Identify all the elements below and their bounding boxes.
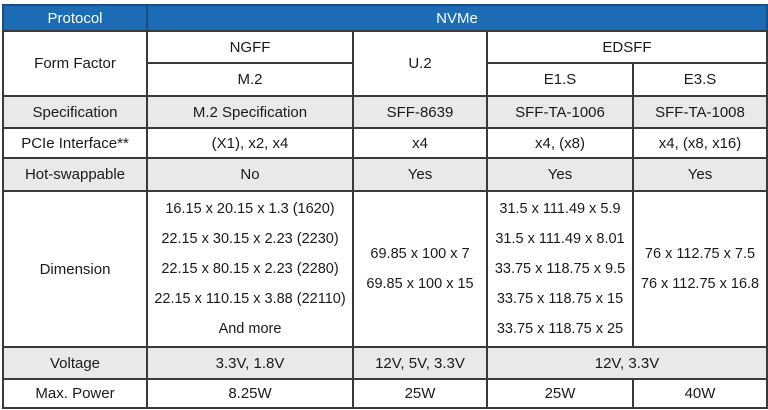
dimension-line: 76 x 112.75 x 16.8 bbox=[640, 276, 760, 292]
specification-m2: M.2 Specification bbox=[146, 95, 354, 129]
hot-swappable-m2: No bbox=[146, 157, 354, 192]
pcie-e3s: x4, (x8, x16) bbox=[632, 127, 768, 159]
specification-e1s: SFF-TA-1006 bbox=[486, 95, 634, 129]
row-header-voltage: Voltage bbox=[2, 346, 148, 380]
protocol-row: Protocol NVMe bbox=[2, 4, 768, 32]
voltage-edsff: 12V, 3.3V bbox=[486, 346, 768, 380]
dimension-e1s: 31.5 x 111.49 x 5.9 31.5 x 111.49 x 8.01… bbox=[486, 190, 634, 348]
row-header-dimension: Dimension bbox=[2, 190, 148, 348]
protocol-value-nvme: NVMe bbox=[146, 4, 768, 32]
hot-swappable-e1s: Yes bbox=[486, 157, 634, 192]
dimension-line: 76 x 112.75 x 7.5 bbox=[644, 246, 756, 262]
row-header-specification: Specification bbox=[2, 95, 148, 129]
dimension-e3s: 76 x 112.75 x 7.5 76 x 112.75 x 16.8 bbox=[632, 190, 768, 348]
dimension-u2: 69.85 x 100 x 7 69.85 x 100 x 15 bbox=[352, 190, 488, 348]
hot-swappable-e3s: Yes bbox=[632, 157, 768, 192]
hot-swappable-row: Hot-swappable No Yes Yes Yes bbox=[2, 157, 768, 192]
dimension-line: 31.5 x 111.49 x 8.01 bbox=[495, 231, 625, 247]
group-header-ngff: NGFF bbox=[146, 30, 354, 64]
dimension-line: 69.85 x 100 x 15 bbox=[366, 276, 474, 292]
voltage-m2: 3.3V, 1.8V bbox=[146, 346, 354, 380]
pcie-u2: x4 bbox=[352, 127, 488, 159]
dimension-m2: 16.15 x 20.15 x 1.3 (1620) 22.15 x 30.15… bbox=[146, 190, 354, 348]
specification-e3s: SFF-TA-1008 bbox=[632, 95, 768, 129]
form-factor-row: M.2 E1.S E3.S bbox=[3, 62, 768, 97]
voltage-row: Voltage 3.3V, 1.8V 12V, 5V, 3.3V 12V, 3.… bbox=[2, 346, 768, 380]
specification-row: Specification M.2 Specification SFF-8639… bbox=[2, 95, 768, 129]
row-header-form-factor: Form Factor bbox=[2, 30, 148, 97]
dimension-line: And more bbox=[218, 321, 282, 337]
row-header-max-power: Max. Power bbox=[2, 378, 148, 409]
dimension-line: 22.15 x 110.15 x 3.88 (22110) bbox=[154, 291, 346, 307]
max-power-row: Max. Power 8.25W 25W 25W 40W bbox=[2, 378, 768, 409]
col-header-e1s: E1.S bbox=[486, 62, 634, 97]
dimension-line: 22.15 x 80.15 x 2.23 (2280) bbox=[161, 261, 339, 277]
row-header-protocol: Protocol bbox=[2, 4, 148, 32]
row-header-hot-swappable: Hot-swappable bbox=[2, 157, 148, 192]
form-factor-group-row: Form Factor NGFF U.2 EDSFF bbox=[2, 30, 768, 97]
pcie-e1s: x4, (x8) bbox=[486, 127, 634, 159]
hot-swappable-u2: Yes bbox=[352, 157, 488, 192]
pcie-interface-row: PCIe Interface** (X1), x2, x4 x4 x4, (x8… bbox=[2, 127, 768, 159]
dimension-row: Dimension 16.15 x 20.15 x 1.3 (1620) 22.… bbox=[2, 190, 768, 348]
max-power-m2: 8.25W bbox=[146, 378, 354, 409]
voltage-u2: 12V, 5V, 3.3V bbox=[352, 346, 488, 380]
row-header-pcie-interface: PCIe Interface** bbox=[2, 127, 148, 159]
group-header-edsff: EDSFF bbox=[486, 30, 768, 64]
max-power-e1s: 25W bbox=[486, 378, 634, 409]
ssd-form-factor-comparison-table: Protocol NVMe Form Factor NGFF U.2 EDSFF… bbox=[2, 4, 768, 409]
col-header-m2: M.2 bbox=[146, 62, 354, 97]
dimension-line: 33.75 x 118.75 x 9.5 bbox=[494, 261, 626, 277]
max-power-e3s: 40W bbox=[632, 378, 768, 409]
col-header-u2: U.2 bbox=[352, 30, 488, 97]
col-header-e3s: E3.S bbox=[632, 62, 768, 97]
dimension-line: 69.85 x 100 x 7 bbox=[370, 246, 470, 262]
dimension-line: 33.75 x 118.75 x 15 bbox=[496, 291, 624, 307]
max-power-u2: 25W bbox=[352, 378, 488, 409]
dimension-line: 16.15 x 20.15 x 1.3 (1620) bbox=[165, 201, 335, 217]
specification-u2: SFF-8639 bbox=[352, 95, 488, 129]
dimension-line: 22.15 x 30.15 x 2.23 (2230) bbox=[161, 231, 339, 247]
pcie-m2: (X1), x2, x4 bbox=[146, 127, 354, 159]
dimension-line: 33.75 x 118.75 x 25 bbox=[496, 321, 624, 337]
dimension-line: 31.5 x 111.49 x 5.9 bbox=[499, 201, 621, 217]
